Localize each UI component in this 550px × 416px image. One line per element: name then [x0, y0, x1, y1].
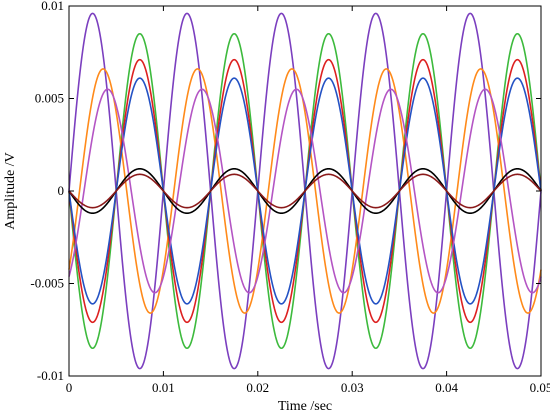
x-tick-label: 0.05: [530, 380, 550, 395]
x-tick-label: 0.02: [246, 380, 269, 395]
y-tick-label: 0.01: [41, 0, 64, 13]
x-tick-label: 0.03: [341, 380, 364, 395]
y-tick-label: -0.005: [30, 276, 64, 291]
axis-ticks: 0 0.01 0.02 0.03 0.04 0.05 -0.01 -0.005 0 0.005 0.…: [30, 0, 550, 395]
x-tick-label: 0: [66, 380, 73, 395]
y-axis-title: Amplitude /V: [3, 152, 18, 229]
x-axis-title: Time /sec: [278, 399, 332, 414]
x-tick-label: 0.01: [152, 380, 175, 395]
series-line-3: [68, 68, 542, 314]
series-group: [68, 12, 542, 370]
y-tick-label: 0.005: [35, 91, 64, 106]
x-tick-label: 0.04: [435, 380, 458, 395]
y-tick-label: 0: [58, 183, 65, 198]
series-line-6: [68, 88, 542, 294]
series-line-8: [68, 173, 542, 209]
y-tick-label: -0.01: [37, 368, 64, 383]
